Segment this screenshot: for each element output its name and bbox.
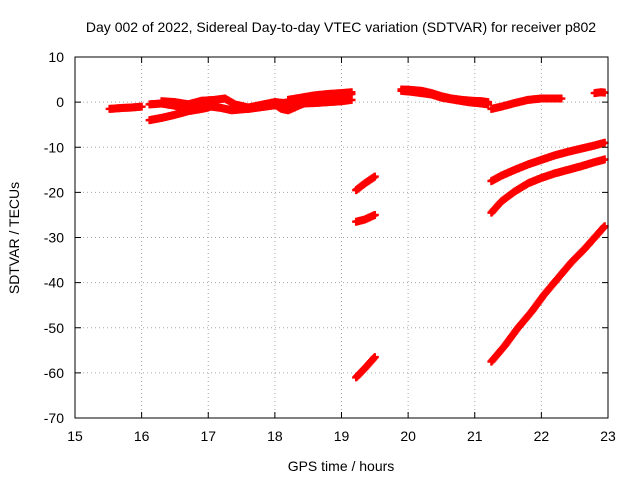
data-point [600, 155, 609, 164]
grid-lines [75, 57, 608, 418]
x-tick-label: 19 [334, 428, 350, 444]
series-track [284, 88, 356, 104]
series-track [352, 353, 379, 382]
y-axis-title: SDTVAR / TECUs [6, 182, 22, 294]
y-tick-label: -70 [44, 410, 64, 426]
series-track [157, 94, 293, 112]
series-track [487, 222, 609, 366]
axis-ticks: 15 16 17 18 19 20 21 22 23 10 0 -10 -20 -30 -40 -50 -60 -… [44, 49, 616, 444]
series-track [487, 94, 566, 113]
data-point [600, 88, 609, 97]
data-point [347, 88, 356, 97]
y-tick-label: -10 [44, 139, 64, 155]
series-track [590, 88, 609, 98]
data-point [600, 222, 609, 231]
series-track [487, 138, 609, 186]
y-tick-label: -40 [44, 275, 64, 291]
data-point [557, 94, 566, 103]
data-point [370, 353, 379, 362]
data-point [347, 95, 356, 104]
y-tick-label: -60 [44, 365, 64, 381]
chart-title: Day 002 of 2022, Sidereal Day-to-day VTE… [86, 19, 596, 35]
data-point [137, 102, 146, 111]
data-point [600, 138, 609, 147]
data-points [105, 85, 609, 382]
x-tick-label: 23 [600, 428, 616, 444]
series-track [352, 172, 379, 195]
x-tick-label: 15 [67, 428, 83, 444]
x-tick-label: 22 [534, 428, 550, 444]
data-point [370, 210, 379, 219]
x-axis-title: GPS time / hours [288, 458, 395, 474]
y-tick-label: -30 [44, 230, 64, 246]
series-track [145, 103, 213, 125]
data-point [370, 172, 379, 181]
x-tick-label: 18 [267, 428, 283, 444]
data-point [204, 103, 213, 112]
series-track [397, 86, 493, 109]
y-tick-label: 0 [56, 94, 64, 110]
data-point [484, 100, 493, 109]
series-track [487, 155, 609, 217]
y-tick-label: -20 [44, 184, 64, 200]
series-track [105, 102, 146, 113]
x-tick-label: 17 [200, 428, 216, 444]
y-tick-label: -50 [44, 320, 64, 336]
y-tick-label: 10 [48, 49, 64, 65]
series-track [352, 210, 379, 226]
x-tick-label: 21 [467, 428, 483, 444]
x-tick-label: 16 [134, 428, 150, 444]
series-track [257, 95, 356, 110]
x-tick-label: 20 [400, 428, 416, 444]
